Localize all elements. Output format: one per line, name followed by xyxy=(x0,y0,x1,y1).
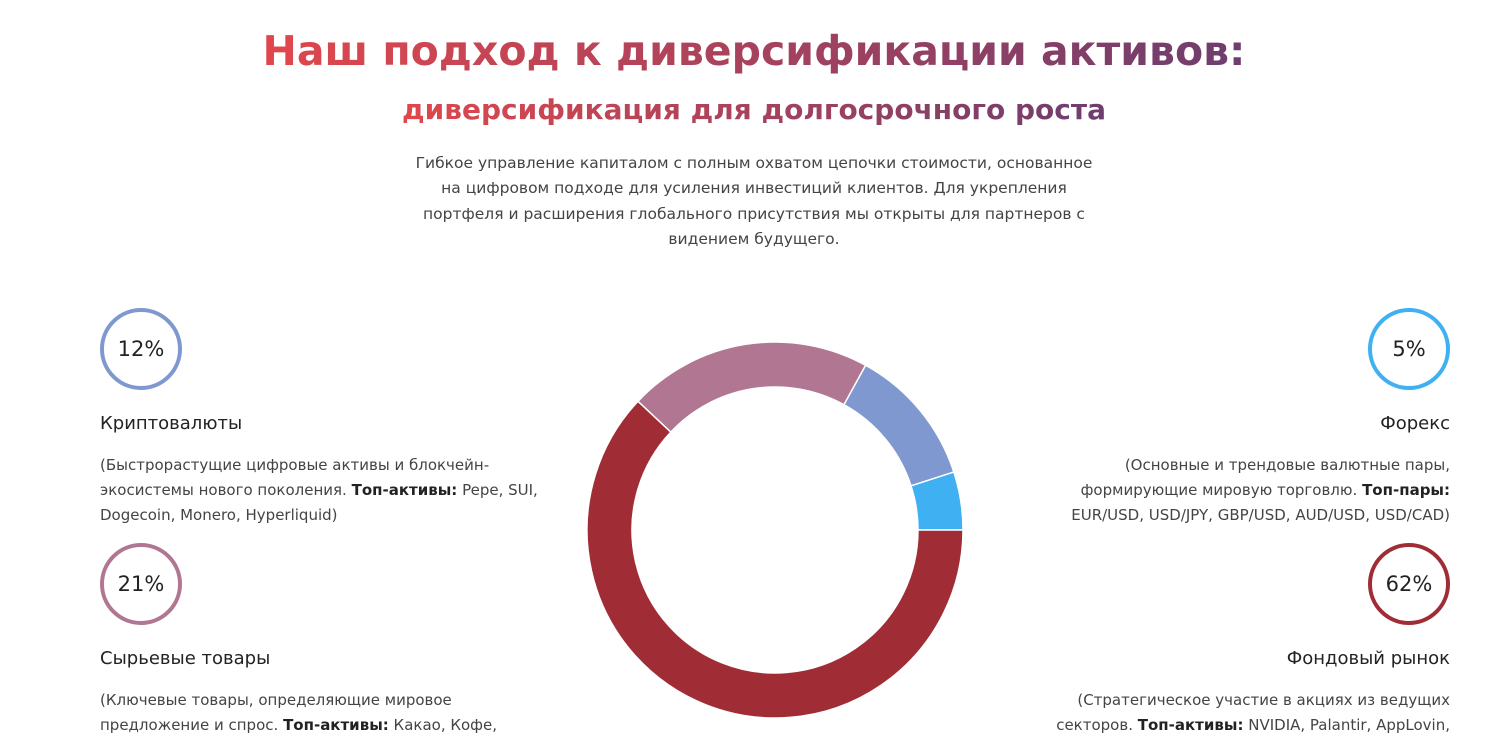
intro-line: видением будущего. xyxy=(668,229,840,248)
card-title: Фондовый рынок xyxy=(1286,648,1450,669)
description-assets: Какао, Кофе, xyxy=(393,716,498,734)
subtitle-text: диверсификация для долгосрочного роста xyxy=(402,93,1106,126)
description-text: (Быстрорастущие цифровые активы и блокче… xyxy=(100,456,490,499)
intro-line: Гибкое управление капиталом с полным охв… xyxy=(415,154,1093,172)
description-assets: NVIDIA, Palantir, AppLovin, xyxy=(1248,716,1450,734)
percent-badge: 5% xyxy=(1368,308,1450,390)
donut-segment xyxy=(636,341,867,434)
description-assets: EUR/USD, USD/JPY, GBP/USD, AUD/USD, USD/… xyxy=(1071,506,1450,524)
description-label: Топ-активы: xyxy=(283,716,389,734)
description-text: (Основные и трендовые валютные пары, фор… xyxy=(1080,456,1450,499)
asset-card: 12% Криптовалюты (Быстрорастущие цифровые … xyxy=(100,308,550,528)
card-title: Форекс xyxy=(1380,413,1450,434)
title: Наш подход к диверсификации активов: xyxy=(0,26,1508,76)
asset-card: 5% Форекс (Основные и трендовые валютные п… xyxy=(1000,308,1450,528)
percent-badge: 21% xyxy=(100,543,182,625)
asset-card: 21% Сырьевые товары (Ключевые товары, опре… xyxy=(100,543,550,738)
subtitle: диверсификация для долгосрочного роста xyxy=(0,92,1508,128)
title-text: Наш подход к диверсификации активов: xyxy=(262,27,1246,75)
card-description: (Ключевые товары, определяющие мировое п… xyxy=(100,688,540,738)
description-text: (Стратегическое участие в акциях из веду… xyxy=(1056,691,1450,734)
card-description: (Основные и трендовые валютные пары, фор… xyxy=(1040,453,1450,528)
percent-badge: 62% xyxy=(1368,543,1450,625)
description-text: (Ключевые товары, определяющие мировое п… xyxy=(100,691,452,734)
card-title: Сырьевые товары xyxy=(100,648,271,669)
card-description: (Быстрорастущие цифровые активы и блокче… xyxy=(100,453,540,528)
intro: Гибкое управление капиталом с полным охв… xyxy=(0,151,1508,252)
card-description: (Стратегическое участие в акциях из веду… xyxy=(1040,688,1450,738)
asset-card: 62% Фондовый рынок (Стратегическое участие… xyxy=(1000,543,1450,738)
percent-badge: 12% xyxy=(100,308,182,390)
description-label: Топ-пары: xyxy=(1362,481,1450,499)
description-label: Топ-активы: xyxy=(351,481,458,499)
description-label: Топ-активы: xyxy=(1137,716,1244,734)
donut-segment xyxy=(842,364,955,487)
description-assets: Pepe, SUI, Dogecoin, Monero, Hyperliquid… xyxy=(100,481,538,524)
card-title: Криптовалюты xyxy=(100,413,243,434)
intro-line: на цифровом подходе для усиления инвести… xyxy=(441,179,1067,198)
donut-segment xyxy=(586,400,964,719)
intro-line: портфеля и расширения глобального присут… xyxy=(423,204,1085,223)
